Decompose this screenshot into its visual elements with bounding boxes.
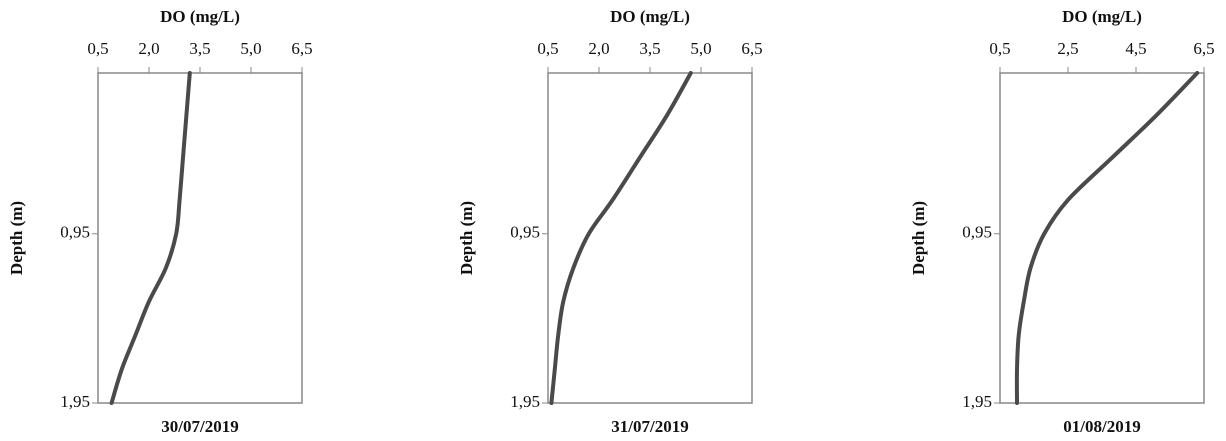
chart: DO (mg/L) Depth (m) 01/08/2019 0,5 2,5 4,5 6,5… (909, 7, 1215, 436)
caption: 31/07/2019 (611, 417, 688, 436)
x-tick-label: 4,5 (1125, 39, 1146, 58)
x-tick-label: 3,5 (189, 39, 210, 58)
y-tick-label: 1,95 (510, 392, 540, 411)
caption: 01/08/2019 (1063, 417, 1140, 436)
x-tick-label: 6,5 (1193, 39, 1214, 58)
x-tick-label: 0,5 (537, 39, 558, 58)
x-tick-label: 6,5 (291, 39, 312, 58)
x-tick-label: 2,0 (138, 39, 159, 58)
x-tick-label: 5,0 (240, 39, 261, 58)
y-tick-label: 0,95 (962, 223, 992, 242)
x-axis-title: DO (mg/L) (1062, 7, 1142, 26)
y-axis-title: Depth (m) (457, 201, 476, 275)
x-axis-title: DO (mg/L) (610, 7, 690, 26)
x-tick-label: 2,0 (588, 39, 609, 58)
x-tick-label: 2,5 (1057, 39, 1078, 58)
y-tick-label: 0,95 (60, 223, 90, 242)
x-tick-label: 5,0 (690, 39, 711, 58)
y-tick-label: 1,95 (962, 392, 992, 411)
chart: DO (mg/L) Depth (m) 30/07/2019 0,5 2,0 3,5 5,0… (7, 7, 313, 436)
chart: DO (mg/L) Depth (m) 31/07/2019 0,5 2,0 3,5 5,0… (457, 7, 763, 436)
y-axis-title: Depth (m) (7, 201, 26, 275)
y-tick-label: 0,95 (510, 223, 540, 242)
x-tick-label: 6,5 (741, 39, 762, 58)
do-profile-line (549, 71, 693, 405)
do-profile-line (1014, 71, 1200, 405)
x-axis-title: DO (mg/L) (160, 7, 240, 26)
plot-frame (547, 72, 753, 404)
x-tick-label: 0,5 (87, 39, 108, 58)
do-profile-line (109, 71, 192, 405)
y-axis-title: Depth (m) (909, 201, 928, 275)
plot-frame (999, 72, 1205, 404)
caption: 30/07/2019 (161, 417, 238, 436)
y-tick-label: 1,95 (60, 392, 90, 411)
x-tick-label: 0,5 (989, 39, 1010, 58)
x-tick-label: 3,5 (639, 39, 660, 58)
